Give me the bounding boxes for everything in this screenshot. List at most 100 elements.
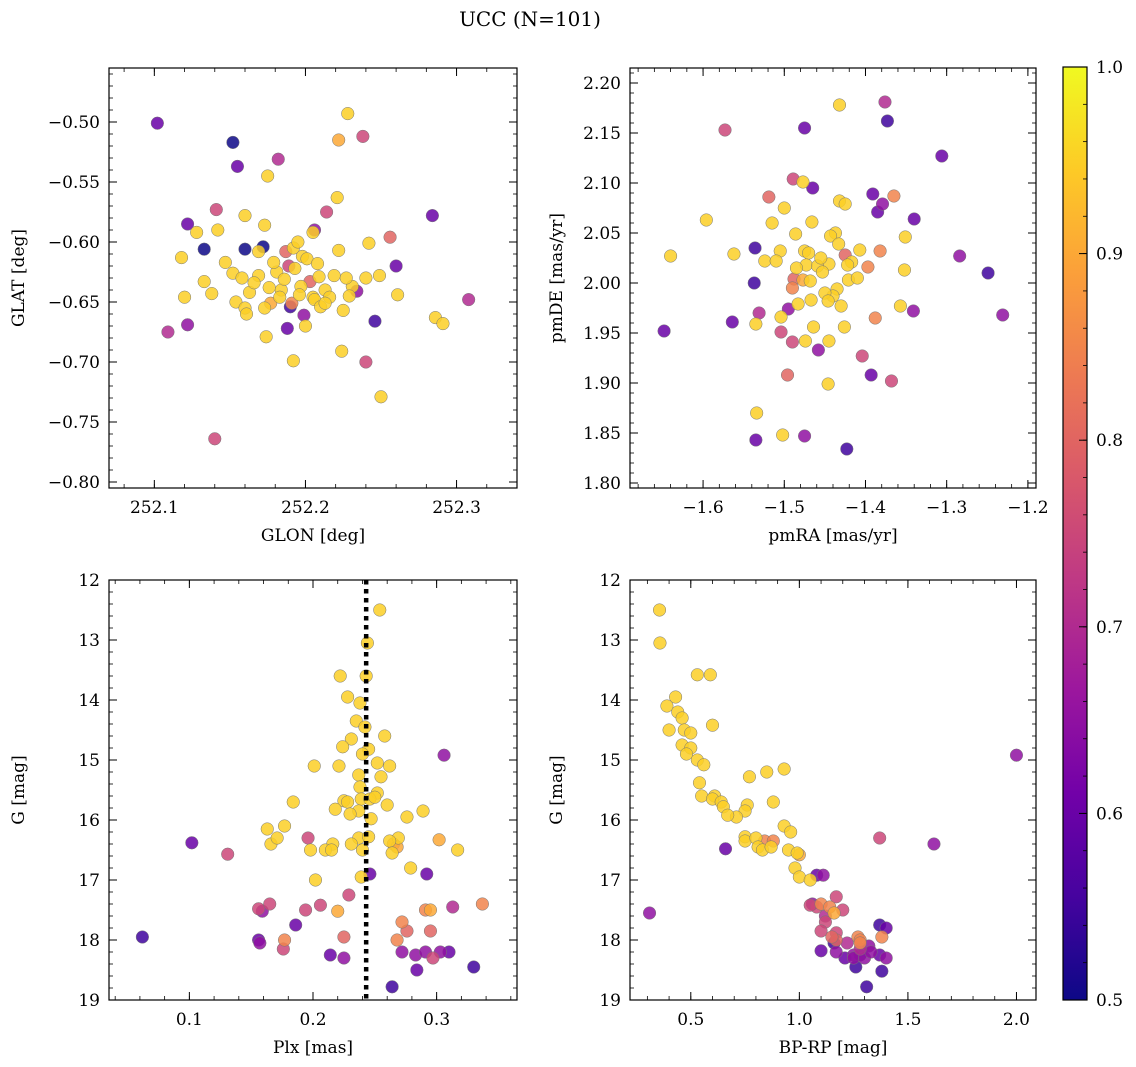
y-axis-label: G [mag] bbox=[547, 755, 567, 824]
x-tick-label: 0.5 bbox=[677, 1010, 704, 1030]
y-tick-label: 12 bbox=[78, 571, 100, 591]
data-point bbox=[181, 217, 195, 231]
colorbar-tick-label: 0.6 bbox=[1096, 804, 1123, 824]
data-point bbox=[861, 260, 875, 274]
colorbar: 0.5 0.6 0.7 0.8 0.9 1.0 bbox=[1062, 58, 1123, 1011]
data-point bbox=[332, 759, 346, 773]
data-point bbox=[327, 269, 341, 283]
data-point bbox=[727, 247, 741, 261]
y-axis-label: pmDE [mas/yr] bbox=[547, 213, 567, 343]
data-point bbox=[907, 212, 921, 226]
data-point bbox=[395, 915, 409, 929]
data-point bbox=[866, 187, 880, 201]
panels: 252.1 252.2 252.3 −0.80 −0.75 −0.70 −0.65 −0.60… bbox=[9, 67, 1049, 1058]
figure-title: UCC (N=101) bbox=[459, 7, 601, 31]
data-point bbox=[390, 933, 404, 947]
data-point bbox=[789, 227, 803, 241]
data-point bbox=[769, 254, 783, 268]
data-point bbox=[815, 265, 829, 279]
data-point bbox=[695, 789, 709, 803]
data-point bbox=[806, 181, 820, 195]
data-point bbox=[834, 299, 848, 313]
y-tick-label: −0.65 bbox=[48, 293, 100, 313]
data-point bbox=[927, 837, 941, 851]
data-point bbox=[252, 902, 266, 916]
data-point bbox=[840, 936, 854, 950]
data-point bbox=[385, 846, 399, 860]
data-point bbox=[324, 843, 339, 857]
data-point bbox=[362, 236, 376, 250]
data-point bbox=[642, 906, 657, 920]
data-point bbox=[286, 795, 300, 809]
data-point bbox=[181, 318, 195, 332]
data-point bbox=[814, 251, 828, 265]
data-point bbox=[774, 310, 788, 324]
data-point bbox=[875, 197, 890, 211]
data-point bbox=[996, 308, 1010, 322]
y-tick-label: 2.00 bbox=[583, 274, 621, 294]
data-point bbox=[697, 758, 711, 772]
data-point bbox=[190, 225, 204, 239]
x-tick-label: 252.2 bbox=[281, 498, 330, 518]
data-point bbox=[391, 288, 405, 302]
data-point bbox=[197, 275, 211, 289]
y-tick-label: 1.85 bbox=[583, 424, 621, 444]
plot-frame bbox=[108, 579, 518, 1001]
data-point bbox=[840, 442, 854, 456]
data-point bbox=[355, 747, 370, 761]
data-point bbox=[310, 257, 325, 271]
data-point bbox=[765, 216, 779, 230]
y-tick-label: 13 bbox=[78, 631, 100, 651]
data-point bbox=[291, 235, 305, 249]
data-point bbox=[451, 843, 465, 857]
data-point bbox=[211, 223, 225, 237]
data-point bbox=[780, 368, 795, 382]
data-point bbox=[467, 960, 481, 974]
data-point bbox=[420, 867, 434, 881]
data-point bbox=[699, 213, 713, 227]
data-point bbox=[827, 906, 841, 920]
data-point bbox=[432, 833, 446, 847]
x-tick-label: 0.1 bbox=[176, 1010, 203, 1030]
data-point bbox=[161, 325, 175, 339]
data-point bbox=[320, 205, 334, 219]
data-point bbox=[298, 319, 312, 333]
data-point bbox=[802, 246, 816, 260]
data-point bbox=[898, 230, 912, 244]
x-tick-label: 1.0 bbox=[786, 1010, 813, 1030]
data-point bbox=[205, 287, 219, 301]
data-point bbox=[879, 951, 893, 965]
data-point bbox=[785, 335, 799, 349]
colorbar-tick-label: 1.0 bbox=[1096, 58, 1123, 78]
data-point bbox=[721, 808, 735, 822]
data-point bbox=[868, 311, 882, 325]
data-point bbox=[330, 191, 344, 205]
data-point bbox=[664, 249, 678, 263]
data-point bbox=[323, 948, 337, 962]
data-point bbox=[339, 271, 353, 285]
data-point bbox=[253, 936, 267, 950]
data-point bbox=[221, 847, 235, 861]
y-tick-label: 16 bbox=[599, 811, 621, 831]
data-point bbox=[814, 924, 828, 938]
data-point bbox=[742, 770, 756, 784]
data-point bbox=[832, 237, 846, 251]
data-point bbox=[796, 175, 810, 189]
data-point bbox=[267, 255, 281, 269]
data-point bbox=[174, 251, 189, 265]
data-point bbox=[301, 831, 315, 845]
data-point bbox=[821, 377, 835, 391]
data-point bbox=[359, 355, 373, 369]
x-tick-label: −1.6 bbox=[682, 498, 723, 518]
data-point bbox=[336, 303, 350, 317]
y-tick-label: 2.20 bbox=[583, 74, 621, 94]
data-point bbox=[850, 271, 864, 285]
x-axis-label: GLON [deg] bbox=[261, 526, 365, 546]
data-point bbox=[335, 344, 349, 358]
data-point bbox=[806, 320, 821, 334]
data-point bbox=[277, 272, 291, 286]
data-point bbox=[784, 825, 798, 839]
data-point bbox=[814, 944, 828, 958]
x-tick-label: −1.3 bbox=[926, 498, 967, 518]
data-point bbox=[873, 244, 887, 258]
